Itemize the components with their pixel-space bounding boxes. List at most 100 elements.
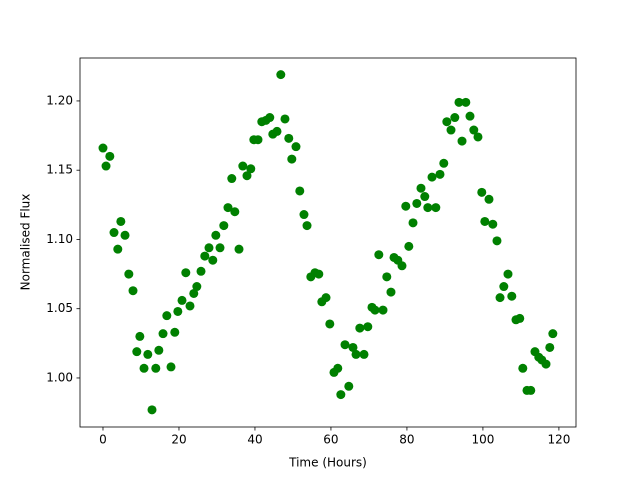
data-point xyxy=(143,349,153,359)
data-point xyxy=(382,272,392,282)
data-point xyxy=(450,113,460,123)
y-tick-label: 1.20 xyxy=(46,93,73,107)
data-point xyxy=(135,331,145,341)
data-point xyxy=(495,293,505,303)
data-point xyxy=(185,301,195,311)
data-point xyxy=(477,187,487,197)
data-point xyxy=(223,203,233,213)
data-point xyxy=(442,117,452,127)
data-point xyxy=(238,161,248,171)
data-point xyxy=(548,329,558,339)
data-point xyxy=(484,194,494,204)
data-point xyxy=(173,306,183,316)
data-point xyxy=(359,349,369,359)
data-point xyxy=(465,111,475,121)
data-point xyxy=(480,216,490,226)
data-point xyxy=(439,158,449,168)
data-point xyxy=(370,305,380,315)
data-point xyxy=(98,143,108,153)
y-axis-label: Normalised Flux xyxy=(19,194,33,291)
data-point xyxy=(386,287,396,297)
data-point xyxy=(230,207,240,217)
data-point xyxy=(276,70,286,80)
data-point xyxy=(427,172,437,182)
data-point xyxy=(492,236,502,246)
data-point xyxy=(219,221,229,231)
data-point xyxy=(124,269,134,279)
data-point xyxy=(518,363,528,373)
data-point xyxy=(503,269,513,279)
data-point xyxy=(541,359,551,369)
data-point xyxy=(147,405,157,415)
data-point xyxy=(158,329,168,339)
data-point xyxy=(234,244,244,254)
x-tick-label: 80 xyxy=(399,433,414,447)
x-axis-label: Time (Hours) xyxy=(288,456,367,470)
x-tick-label: 60 xyxy=(323,433,338,447)
data-point xyxy=(401,201,411,211)
data-point xyxy=(227,174,237,184)
data-point xyxy=(120,230,130,240)
data-point xyxy=(215,243,225,253)
data-point xyxy=(351,349,361,359)
x-tick-label: 20 xyxy=(171,433,186,447)
data-point xyxy=(105,151,115,161)
data-point xyxy=(302,221,312,231)
data-point xyxy=(242,171,252,181)
data-point xyxy=(420,192,430,202)
data-point xyxy=(246,164,256,174)
data-point xyxy=(287,154,297,164)
data-point xyxy=(336,390,346,400)
data-point xyxy=(314,269,324,279)
data-point xyxy=(333,363,343,373)
y-tick-label: 1.05 xyxy=(46,301,73,315)
y-tick-label: 1.10 xyxy=(46,232,73,246)
data-point xyxy=(469,125,479,135)
data-point xyxy=(101,161,111,171)
data-point xyxy=(408,218,418,228)
data-point xyxy=(374,250,384,260)
data-point xyxy=(526,385,536,395)
x-tick-label: 120 xyxy=(547,433,570,447)
data-point xyxy=(423,203,433,213)
data-point xyxy=(397,261,407,271)
x-tick-label: 0 xyxy=(99,433,107,447)
plot-frame xyxy=(79,57,577,428)
data-point xyxy=(416,183,426,193)
data-point xyxy=(363,322,373,332)
data-point xyxy=(154,345,164,355)
data-point xyxy=(189,288,199,298)
data-point xyxy=(431,203,441,213)
data-point xyxy=(325,319,335,329)
data-point xyxy=(200,251,210,261)
data-point xyxy=(461,97,471,107)
data-point xyxy=(295,186,305,196)
data-point xyxy=(446,125,456,135)
data-point xyxy=(151,363,161,373)
data-point xyxy=(344,381,354,391)
data-point xyxy=(113,244,123,254)
data-point xyxy=(291,142,301,152)
y-tick-label: 1.00 xyxy=(46,370,73,384)
data-point xyxy=(265,113,275,123)
data-point xyxy=(272,126,282,136)
data-point xyxy=(109,228,119,238)
data-point xyxy=(299,210,309,220)
data-point xyxy=(253,135,263,145)
data-point xyxy=(355,323,365,333)
data-point xyxy=(488,219,498,229)
x-tick-label: 100 xyxy=(471,433,494,447)
data-point xyxy=(128,286,138,296)
data-point xyxy=(284,133,294,143)
data-point xyxy=(192,282,202,292)
data-point xyxy=(181,268,191,278)
data-point xyxy=(348,342,358,352)
data-point xyxy=(340,340,350,350)
data-point xyxy=(321,293,331,303)
x-tick-label: 40 xyxy=(247,433,262,447)
data-point xyxy=(162,311,172,321)
data-point xyxy=(166,362,176,372)
data-point xyxy=(280,114,290,124)
y-tick-label: 1.15 xyxy=(46,163,73,177)
